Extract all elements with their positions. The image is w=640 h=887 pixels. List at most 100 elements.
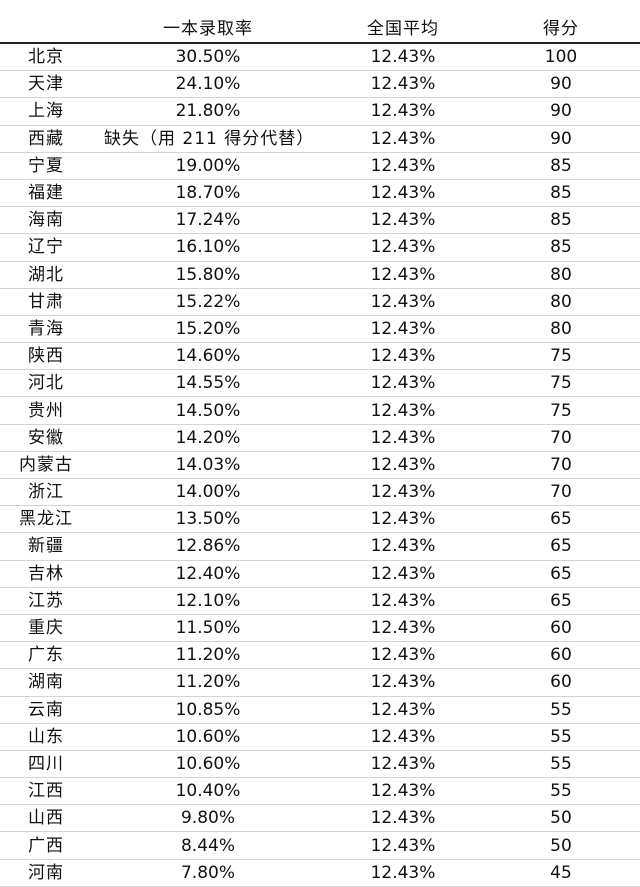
national-average-cell: 12.43% bbox=[324, 478, 482, 507]
table-row: 河北 14.55% 12.43% 75 bbox=[0, 369, 640, 398]
province-cell: 海南 bbox=[0, 206, 92, 235]
score-cell: 85 bbox=[482, 152, 640, 180]
score-cell: 55 bbox=[482, 696, 640, 724]
province-cell: 西藏 bbox=[0, 125, 92, 153]
admission-rate-cell: 24.10% bbox=[92, 70, 324, 99]
table-row: 西藏 缺失（用 211 得分代替） 12.43% 90 bbox=[0, 125, 640, 153]
province-cell: 新疆 bbox=[0, 532, 92, 561]
province-cell: 天津 bbox=[0, 70, 92, 99]
score-cell: 70 bbox=[482, 424, 640, 452]
province-cell: 湖北 bbox=[0, 261, 92, 289]
national-average-cell: 12.43% bbox=[324, 451, 482, 480]
national-average-cell: 12.43% bbox=[324, 315, 482, 344]
score-cell: 85 bbox=[482, 233, 640, 262]
table-row: 重庆 11.50% 12.43% 60 bbox=[0, 614, 640, 643]
province-cell: 福建 bbox=[0, 179, 92, 208]
admission-rate-cell: 15.22% bbox=[92, 288, 324, 316]
score-cell: 85 bbox=[482, 179, 640, 208]
score-cell: 80 bbox=[482, 315, 640, 344]
national-average-cell: 12.43% bbox=[324, 424, 482, 452]
admission-rate-cell: 缺失（用 211 得分代替） bbox=[92, 125, 324, 153]
province-cell: 广西 bbox=[0, 831, 92, 860]
table-row: 湖南 11.20% 12.43% 60 bbox=[0, 668, 640, 697]
national-average-cell: 12.43% bbox=[324, 750, 482, 779]
national-average-cell: 12.43% bbox=[324, 641, 482, 670]
table-row: 辽宁 16.10% 12.43% 85 bbox=[0, 233, 640, 262]
province-cell: 甘肃 bbox=[0, 288, 92, 316]
national-average-cell: 12.43% bbox=[324, 831, 482, 860]
admission-rate-cell: 15.80% bbox=[92, 261, 324, 289]
province-cell: 安徽 bbox=[0, 424, 92, 452]
admission-rate-cell: 7.80% bbox=[92, 859, 324, 887]
table-row: 广西 8.44% 12.43% 50 bbox=[0, 831, 640, 860]
national-average-cell: 12.43% bbox=[324, 206, 482, 235]
score-cell: 70 bbox=[482, 451, 640, 480]
national-average-cell: 12.43% bbox=[324, 233, 482, 262]
score-cell: 65 bbox=[482, 587, 640, 615]
score-cell: 65 bbox=[482, 532, 640, 561]
score-cell: 75 bbox=[482, 342, 640, 371]
score-cell: 70 bbox=[482, 478, 640, 507]
header-national-average: 全国平均 bbox=[324, 0, 482, 44]
admission-rate-cell: 11.20% bbox=[92, 668, 324, 697]
header-province bbox=[0, 0, 92, 44]
admission-rate-cell: 17.24% bbox=[92, 206, 324, 235]
table-row: 陕西 14.60% 12.43% 75 bbox=[0, 342, 640, 371]
table-row: 贵州 14.50% 12.43% 75 bbox=[0, 396, 640, 425]
province-cell: 吉林 bbox=[0, 560, 92, 588]
national-average-cell: 12.43% bbox=[324, 560, 482, 588]
admission-rate-cell: 8.44% bbox=[92, 831, 324, 860]
score-cell: 90 bbox=[482, 70, 640, 99]
table-row: 安徽 14.20% 12.43% 70 bbox=[0, 424, 640, 452]
national-average-cell: 12.43% bbox=[324, 505, 482, 534]
admission-rate-cell: 11.20% bbox=[92, 641, 324, 670]
province-cell: 辽宁 bbox=[0, 233, 92, 262]
province-cell: 北京 bbox=[0, 43, 92, 72]
score-cell: 60 bbox=[482, 641, 640, 670]
province-cell: 陕西 bbox=[0, 342, 92, 371]
province-cell: 重庆 bbox=[0, 614, 92, 643]
national-average-cell: 12.43% bbox=[324, 859, 482, 887]
header-score: 得分 bbox=[482, 0, 640, 44]
province-cell: 贵州 bbox=[0, 396, 92, 425]
table-row: 四川 10.60% 12.43% 55 bbox=[0, 750, 640, 779]
table-body: 北京 30.50% 12.43% 100 天津 24.10% 12.43% 90 上海 21.80… bbox=[0, 43, 640, 887]
admission-rate-cell: 16.10% bbox=[92, 233, 324, 262]
province-cell: 江苏 bbox=[0, 587, 92, 615]
score-cell: 65 bbox=[482, 505, 640, 534]
national-average-cell: 12.43% bbox=[324, 179, 482, 208]
table-row: 云南 10.85% 12.43% 55 bbox=[0, 696, 640, 724]
score-cell: 55 bbox=[482, 750, 640, 779]
header-admission-rate: 一本录取率 bbox=[92, 0, 324, 44]
table-row: 北京 30.50% 12.43% 100 bbox=[0, 43, 640, 72]
score-cell: 60 bbox=[482, 614, 640, 643]
province-cell: 江西 bbox=[0, 777, 92, 806]
table-row: 甘肃 15.22% 12.43% 80 bbox=[0, 288, 640, 316]
admission-rate-cell: 14.00% bbox=[92, 478, 324, 507]
admission-rate-cell: 12.40% bbox=[92, 560, 324, 588]
admission-rate-cell: 15.20% bbox=[92, 315, 324, 344]
score-cell: 45 bbox=[482, 859, 640, 887]
province-cell: 河北 bbox=[0, 369, 92, 398]
national-average-cell: 12.43% bbox=[324, 723, 482, 751]
province-cell: 云南 bbox=[0, 696, 92, 724]
admission-rate-cell: 14.20% bbox=[92, 424, 324, 452]
national-average-cell: 12.43% bbox=[324, 614, 482, 643]
admission-rate-cell: 30.50% bbox=[92, 43, 324, 72]
national-average-cell: 12.43% bbox=[324, 777, 482, 806]
table-row: 湖北 15.80% 12.43% 80 bbox=[0, 261, 640, 289]
national-average-cell: 12.43% bbox=[324, 125, 482, 153]
admission-rate-cell: 14.55% bbox=[92, 369, 324, 398]
table-row: 上海 21.80% 12.43% 90 bbox=[0, 97, 640, 126]
province-cell: 内蒙古 bbox=[0, 451, 92, 480]
national-average-cell: 12.43% bbox=[324, 342, 482, 371]
table-row: 山西 9.80% 12.43% 50 bbox=[0, 804, 640, 833]
province-cell: 山西 bbox=[0, 804, 92, 833]
national-average-cell: 12.43% bbox=[324, 152, 482, 180]
admission-rate-cell: 19.00% bbox=[92, 152, 324, 180]
admission-rate-cell: 12.10% bbox=[92, 587, 324, 615]
national-average-cell: 12.43% bbox=[324, 70, 482, 99]
admission-rate-cell: 14.60% bbox=[92, 342, 324, 371]
table-row: 青海 15.20% 12.43% 80 bbox=[0, 315, 640, 344]
